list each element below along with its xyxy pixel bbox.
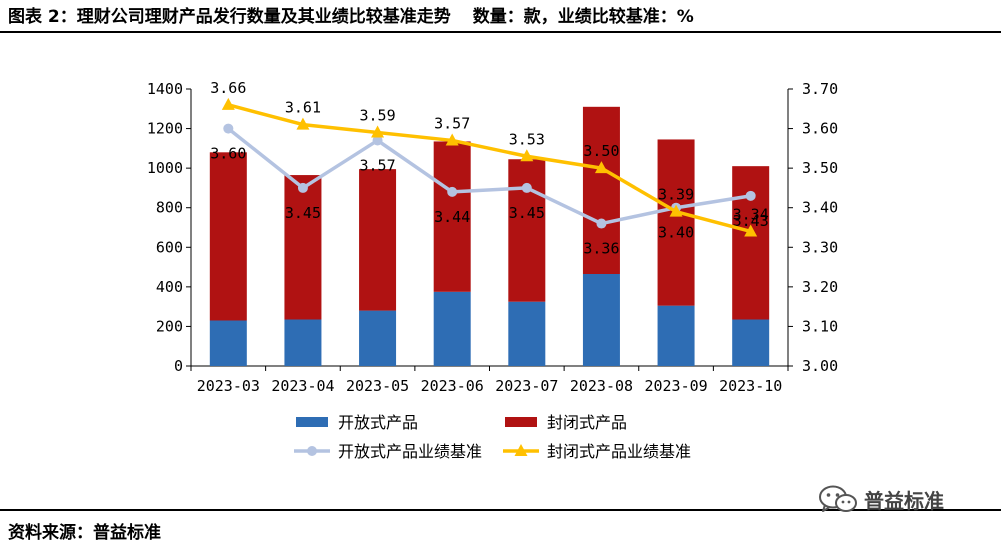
right-tick-label: 3.10 bbox=[802, 317, 838, 335]
open-product-bar bbox=[284, 319, 322, 366]
open-product-bar bbox=[582, 273, 620, 366]
open-benchmark-point bbox=[223, 123, 234, 134]
closed-product-bar bbox=[508, 159, 546, 302]
x-tick-label: 2023-10 bbox=[719, 377, 782, 395]
left-tick-label: 1400 bbox=[147, 80, 183, 98]
closed-product-bar bbox=[284, 175, 322, 320]
closed-product-bar bbox=[433, 141, 471, 292]
closed-benchmark-point bbox=[221, 97, 235, 110]
open-benchmark-data-label: 3.60 bbox=[210, 145, 246, 163]
right-tick-label: 3.30 bbox=[802, 238, 838, 256]
closed-benchmark-data-label: 3.66 bbox=[210, 79, 246, 97]
legend-marker-open-benchmark bbox=[307, 446, 317, 456]
x-tick-label: 2023-07 bbox=[495, 377, 558, 395]
closed-benchmark-point bbox=[594, 161, 608, 174]
left-tick-label: 1200 bbox=[147, 120, 183, 138]
right-tick-label: 3.70 bbox=[802, 80, 838, 98]
closed-benchmark-point bbox=[445, 133, 459, 146]
legend-label: 封闭式产品 bbox=[547, 413, 627, 432]
open-product-bar bbox=[209, 320, 247, 366]
left-tick-label: 200 bbox=[156, 317, 183, 335]
left-tick-label: 0 bbox=[174, 357, 183, 375]
open-benchmark-point bbox=[521, 182, 532, 193]
watermark-text: 普益标准 bbox=[864, 488, 944, 513]
legend-label: 封闭式产品业绩基准 bbox=[547, 442, 691, 461]
wechat-icon bbox=[819, 485, 857, 512]
open-product-bar bbox=[433, 291, 471, 366]
chart-units: 数量：款，业绩比较基准：% bbox=[472, 7, 694, 27]
right-tick-label: 3.40 bbox=[802, 199, 838, 217]
closed-product-bar bbox=[359, 169, 397, 311]
left-tick-label: 600 bbox=[156, 238, 183, 256]
closed-product-bar bbox=[582, 106, 620, 274]
right-tick-label: 3.20 bbox=[802, 278, 838, 296]
legend-label: 开放式产品业绩基准 bbox=[338, 442, 482, 461]
open-product-bar bbox=[657, 305, 695, 366]
legend-label: 开放式产品 bbox=[338, 413, 418, 432]
x-tick-label: 2023-05 bbox=[346, 377, 409, 395]
open-product-bar bbox=[508, 301, 546, 366]
closed-benchmark-data-label: 3.57 bbox=[434, 114, 470, 132]
closed-benchmark-data-label: 3.59 bbox=[360, 107, 396, 125]
x-tick-label: 2023-04 bbox=[271, 377, 334, 395]
closed-benchmark-line bbox=[227, 103, 752, 234]
bottom-rule bbox=[0, 509, 1001, 511]
top-rule bbox=[0, 31, 1001, 33]
open-benchmark-data-label: 3.43 bbox=[733, 212, 769, 230]
open-benchmark-point bbox=[297, 182, 308, 193]
x-tick-label: 2023-08 bbox=[570, 377, 633, 395]
closed-product-bar bbox=[209, 152, 247, 321]
source-note: 资料来源：普益标准 bbox=[8, 523, 161, 543]
closed-benchmark-point bbox=[296, 117, 310, 130]
chart-title: 图表 2：理财公司理财产品发行数量及其业绩比较基准走势 数量：款，业绩比较基准：% bbox=[8, 2, 694, 27]
closed-benchmark-point bbox=[669, 204, 683, 217]
open-benchmark-point bbox=[372, 135, 383, 146]
open-benchmark-line bbox=[227, 127, 751, 226]
closed-product-bar bbox=[732, 166, 770, 320]
open-benchmark-data-label: 3.36 bbox=[583, 240, 619, 258]
closed-benchmark-point bbox=[371, 125, 385, 138]
closed-benchmark-data-label: 3.50 bbox=[583, 142, 619, 160]
open-product-bar bbox=[732, 319, 770, 366]
watermark: 普益标准 bbox=[818, 484, 944, 514]
right-tick-label: 3.00 bbox=[802, 357, 838, 375]
closed-benchmark-point bbox=[520, 149, 534, 162]
open-benchmark-data-label: 3.45 bbox=[285, 204, 321, 222]
closed-product-bar bbox=[657, 139, 695, 306]
open-benchmark-data-label: 3.40 bbox=[658, 224, 694, 242]
left-tick-label: 1000 bbox=[147, 159, 183, 177]
x-tick-label: 2023-03 bbox=[197, 377, 260, 395]
x-tick-label: 2023-06 bbox=[421, 377, 484, 395]
legend-marker-closed-benchmark bbox=[514, 444, 528, 456]
closed-benchmark-data-label: 3.39 bbox=[658, 186, 694, 204]
x-tick-label: 2023-09 bbox=[644, 377, 707, 395]
closed-benchmark-data-label: 3.61 bbox=[285, 99, 321, 117]
right-tick-label: 3.50 bbox=[802, 159, 838, 177]
right-tick-label: 3.60 bbox=[802, 120, 838, 138]
closed-benchmark-point bbox=[744, 224, 758, 237]
open-benchmark-data-label: 3.57 bbox=[360, 156, 396, 174]
closed-benchmark-data-label: 3.34 bbox=[733, 205, 769, 223]
legend-swatch-open-product bbox=[296, 417, 328, 427]
left-tick-label: 800 bbox=[156, 199, 183, 217]
chart-title-text: 图表 2：理财公司理财产品发行数量及其业绩比较基准走势 bbox=[8, 7, 451, 27]
open-benchmark-point bbox=[596, 218, 607, 229]
legend-swatch-closed-product bbox=[505, 417, 537, 427]
open-benchmark-point bbox=[447, 186, 458, 197]
open-benchmark-point bbox=[745, 190, 756, 201]
left-tick-label: 400 bbox=[156, 278, 183, 296]
closed-benchmark-data-label: 3.53 bbox=[509, 130, 545, 148]
open-product-bar bbox=[359, 310, 397, 366]
open-benchmark-data-label: 3.44 bbox=[434, 208, 470, 226]
open-benchmark-data-label: 3.45 bbox=[509, 204, 545, 222]
